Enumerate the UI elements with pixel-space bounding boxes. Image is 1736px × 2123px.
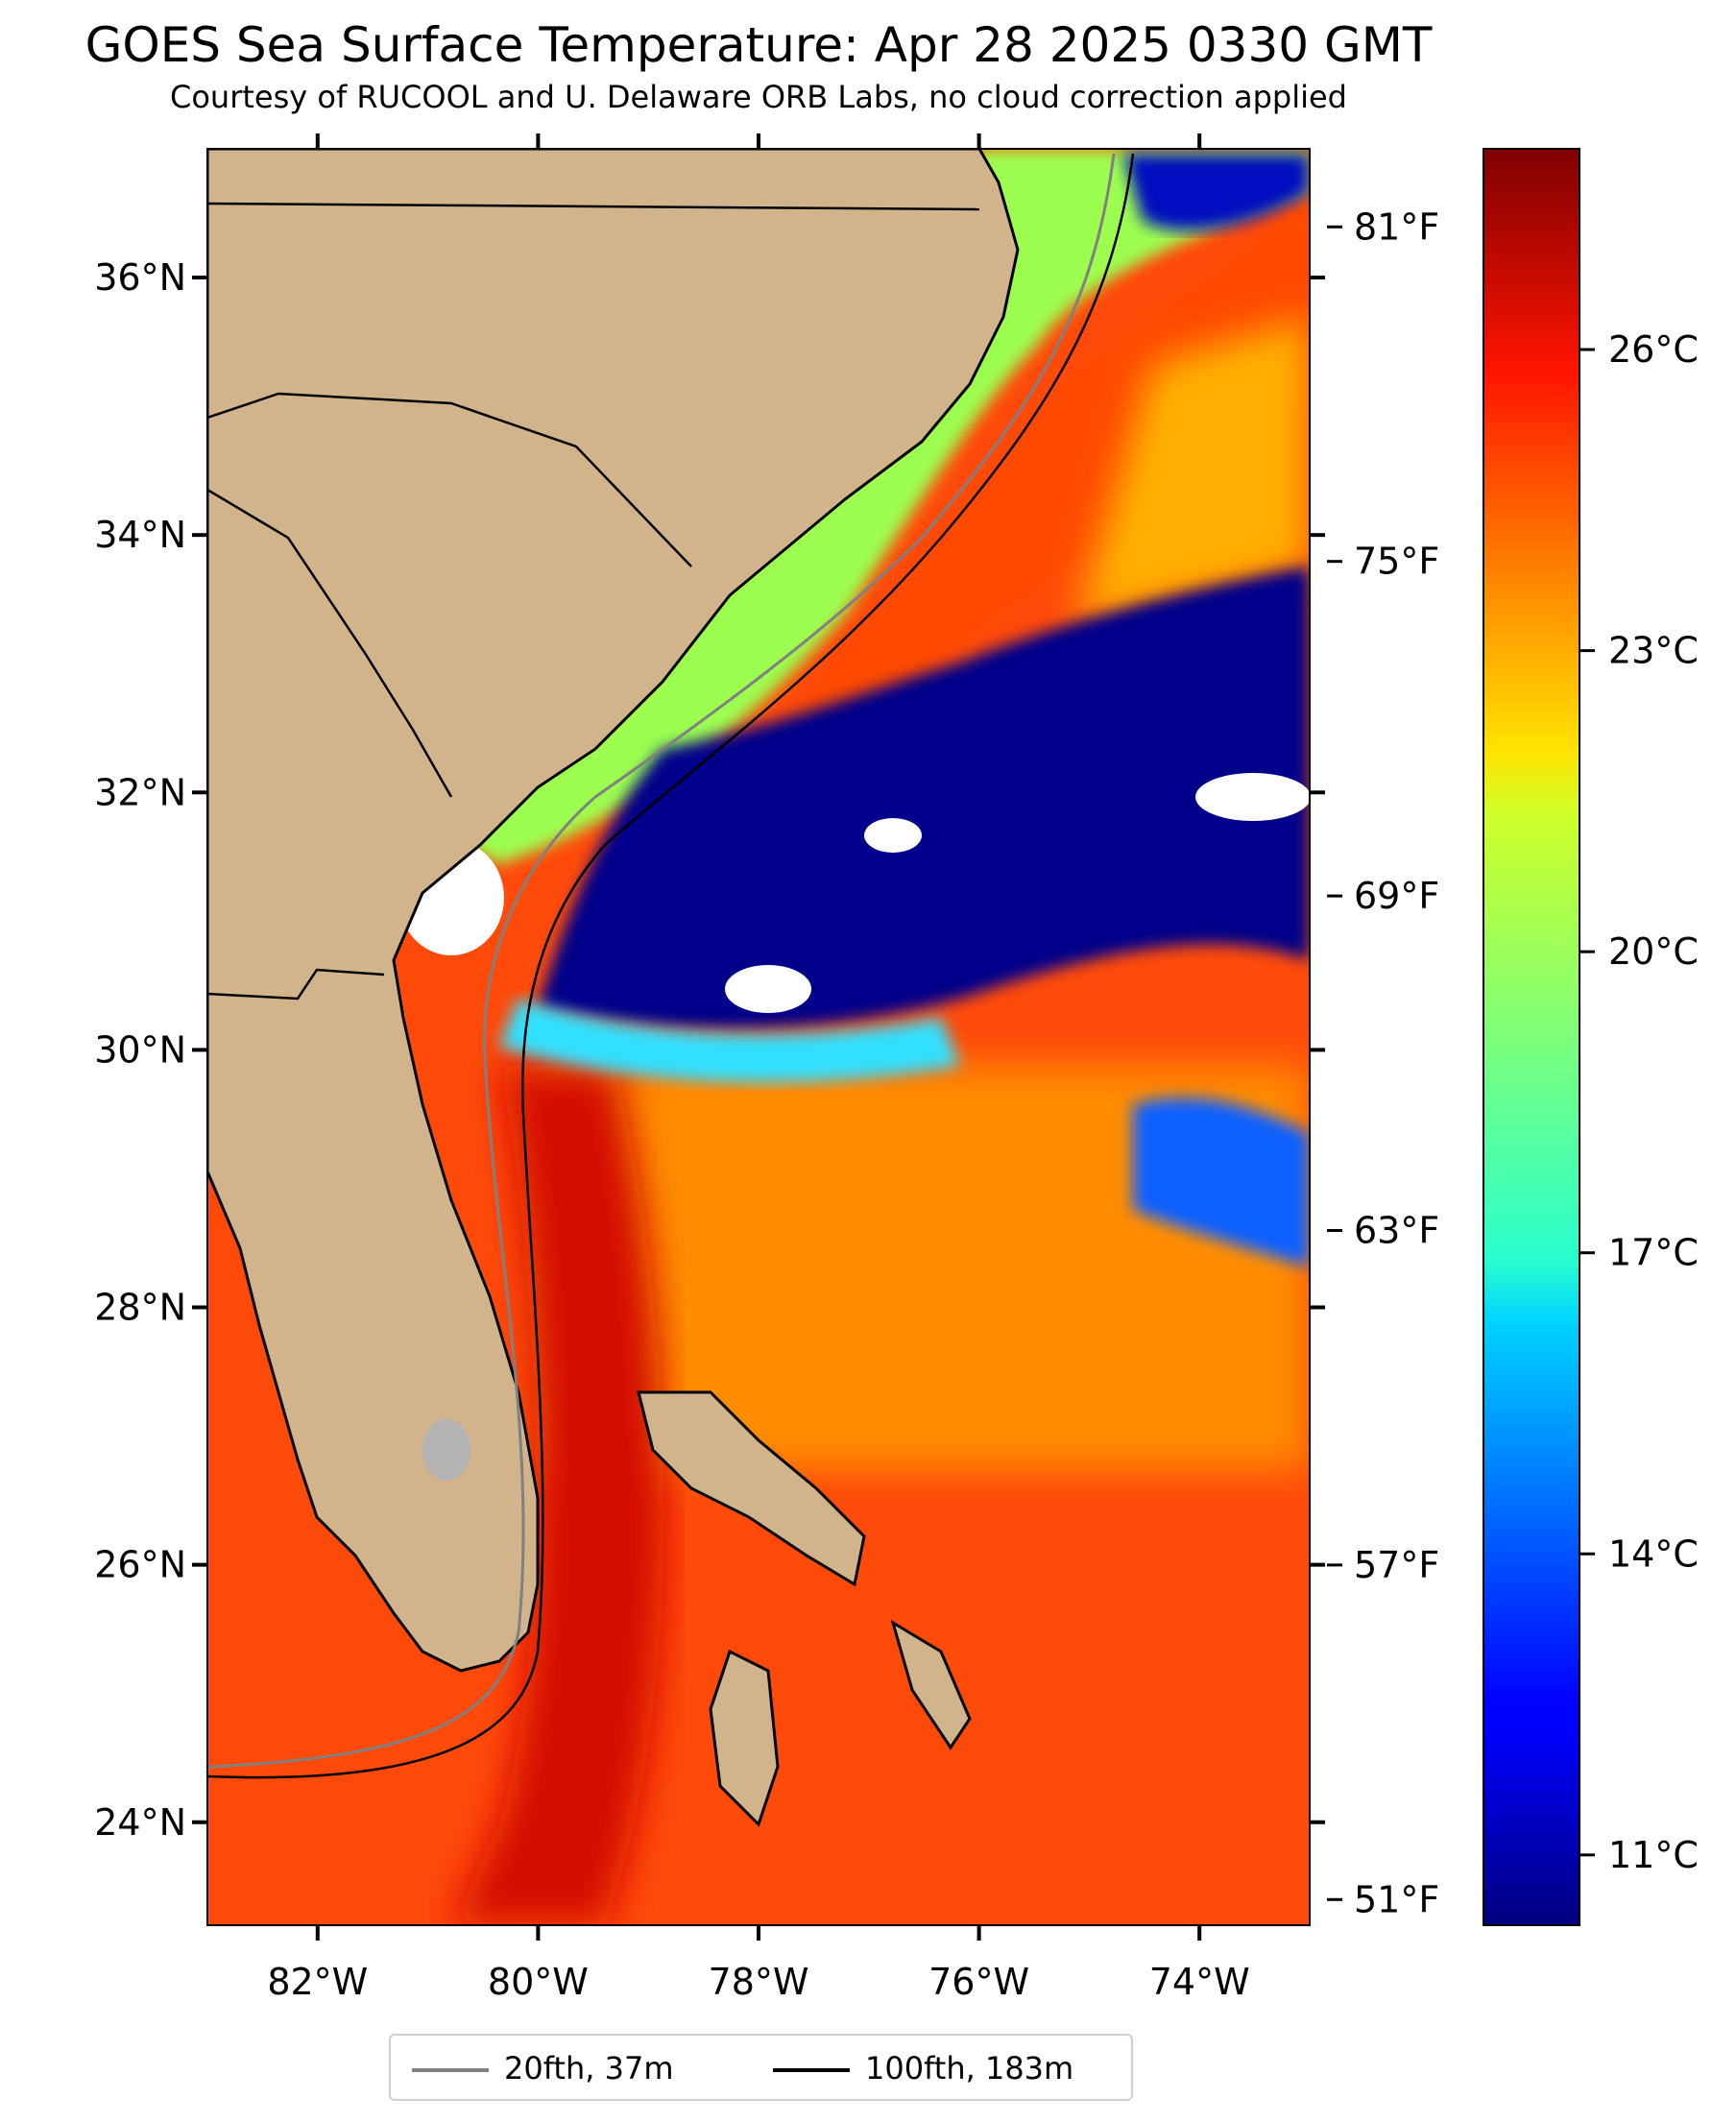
cold-patch-north — [1123, 154, 1310, 230]
legend-swatch-20fth — [412, 2068, 489, 2072]
legend-label-20fth: 20fth, 37m — [504, 2050, 674, 2087]
colorbar-celsius-axis: 11°C 14°C 17°C 20°C 23°C 26°C — [1579, 328, 1699, 1876]
no-data-patch-2 — [1195, 773, 1310, 821]
latitude-axis: 24°N 26°N 28°N 30°N 32°N 34°N 36°N — [94, 256, 1325, 1844]
isobath-20fth — [207, 153, 1116, 1769]
isobath-100fth — [207, 153, 1135, 1779]
cool-eddy-east — [1133, 1098, 1310, 1267]
lat-tick-label: 36°N — [94, 256, 186, 299]
cold-water-mass — [538, 567, 1310, 1029]
fahrenheit-tick-label: 63°F — [1354, 1209, 1439, 1251]
mixing-front — [499, 999, 960, 1083]
lon-tick-label: 78°W — [709, 1961, 809, 2003]
offshore-warm-east — [1075, 317, 1310, 624]
map-area — [207, 149, 1310, 1925]
fahrenheit-tick-label: 69°F — [1354, 875, 1439, 917]
map-subtitle: Courtesy of RUCOOL and U. Delaware ORB L… — [170, 79, 1347, 115]
land-little-bahama-bank — [637, 1390, 866, 1587]
lat-tick-label: 26°N — [94, 1544, 186, 1586]
lon-tick-label: 76°W — [928, 1961, 1029, 2003]
colorbar — [1483, 148, 1580, 1926]
lat-tick-label: 32°N — [94, 771, 186, 813]
celsius-tick-label: 20°C — [1608, 930, 1699, 973]
border-va-nc — [207, 202, 980, 211]
lon-tick-label: 82°W — [267, 1961, 368, 2003]
no-data-patch-3 — [725, 965, 811, 1013]
lake-okeechobee — [422, 1419, 470, 1481]
celsius-tick-label: 11°C — [1608, 1834, 1699, 1876]
lat-tick-label: 30°N — [94, 1028, 186, 1071]
fahrenheit-tick-label: 81°F — [1354, 205, 1439, 248]
border-nc-sc — [207, 392, 692, 567]
no-data-patch-4 — [864, 818, 922, 853]
lon-tick-label: 80°W — [488, 1961, 589, 2003]
celsius-tick-label: 23°C — [1608, 630, 1699, 672]
gulf-stream-core — [451, 1066, 664, 1925]
lat-tick-label: 34°N — [94, 514, 186, 556]
celsius-tick-label: 26°C — [1608, 328, 1699, 371]
lat-tick-label: 24°N — [94, 1801, 186, 1844]
legend-label-100fth: 100fth, 183m — [865, 2050, 1074, 2087]
border-sc-ga — [207, 488, 453, 798]
colorbar-fahrenheit-axis: 51°F 57°F 63°F 69°F 75°F 81°F — [1327, 205, 1439, 1920]
border-ga-fl — [207, 968, 385, 1001]
fahrenheit-tick-label: 75°F — [1354, 541, 1439, 583]
longitude-axis: 82°W 80°W 78°W 76°W 74°W — [267, 133, 1250, 2003]
fahrenheit-tick-label: 51°F — [1354, 1878, 1439, 1920]
lat-tick-label: 28°N — [94, 1287, 186, 1329]
land-eleuthera — [890, 1619, 972, 1750]
map-title: GOES Sea Surface Temperature: Apr 28 202… — [84, 17, 1433, 73]
land-andros — [709, 1649, 780, 1827]
land-mainland — [207, 149, 1020, 1673]
lon-tick-label: 74°W — [1149, 1961, 1250, 2003]
legend-swatch-100fth — [773, 2068, 850, 2072]
celsius-tick-label: 14°C — [1608, 1532, 1699, 1575]
isobath-legend: 20fth, 37m 100fth, 183m — [389, 2034, 1133, 2101]
fahrenheit-tick-label: 57°F — [1354, 1544, 1439, 1586]
celsius-tick-label: 17°C — [1608, 1232, 1699, 1274]
